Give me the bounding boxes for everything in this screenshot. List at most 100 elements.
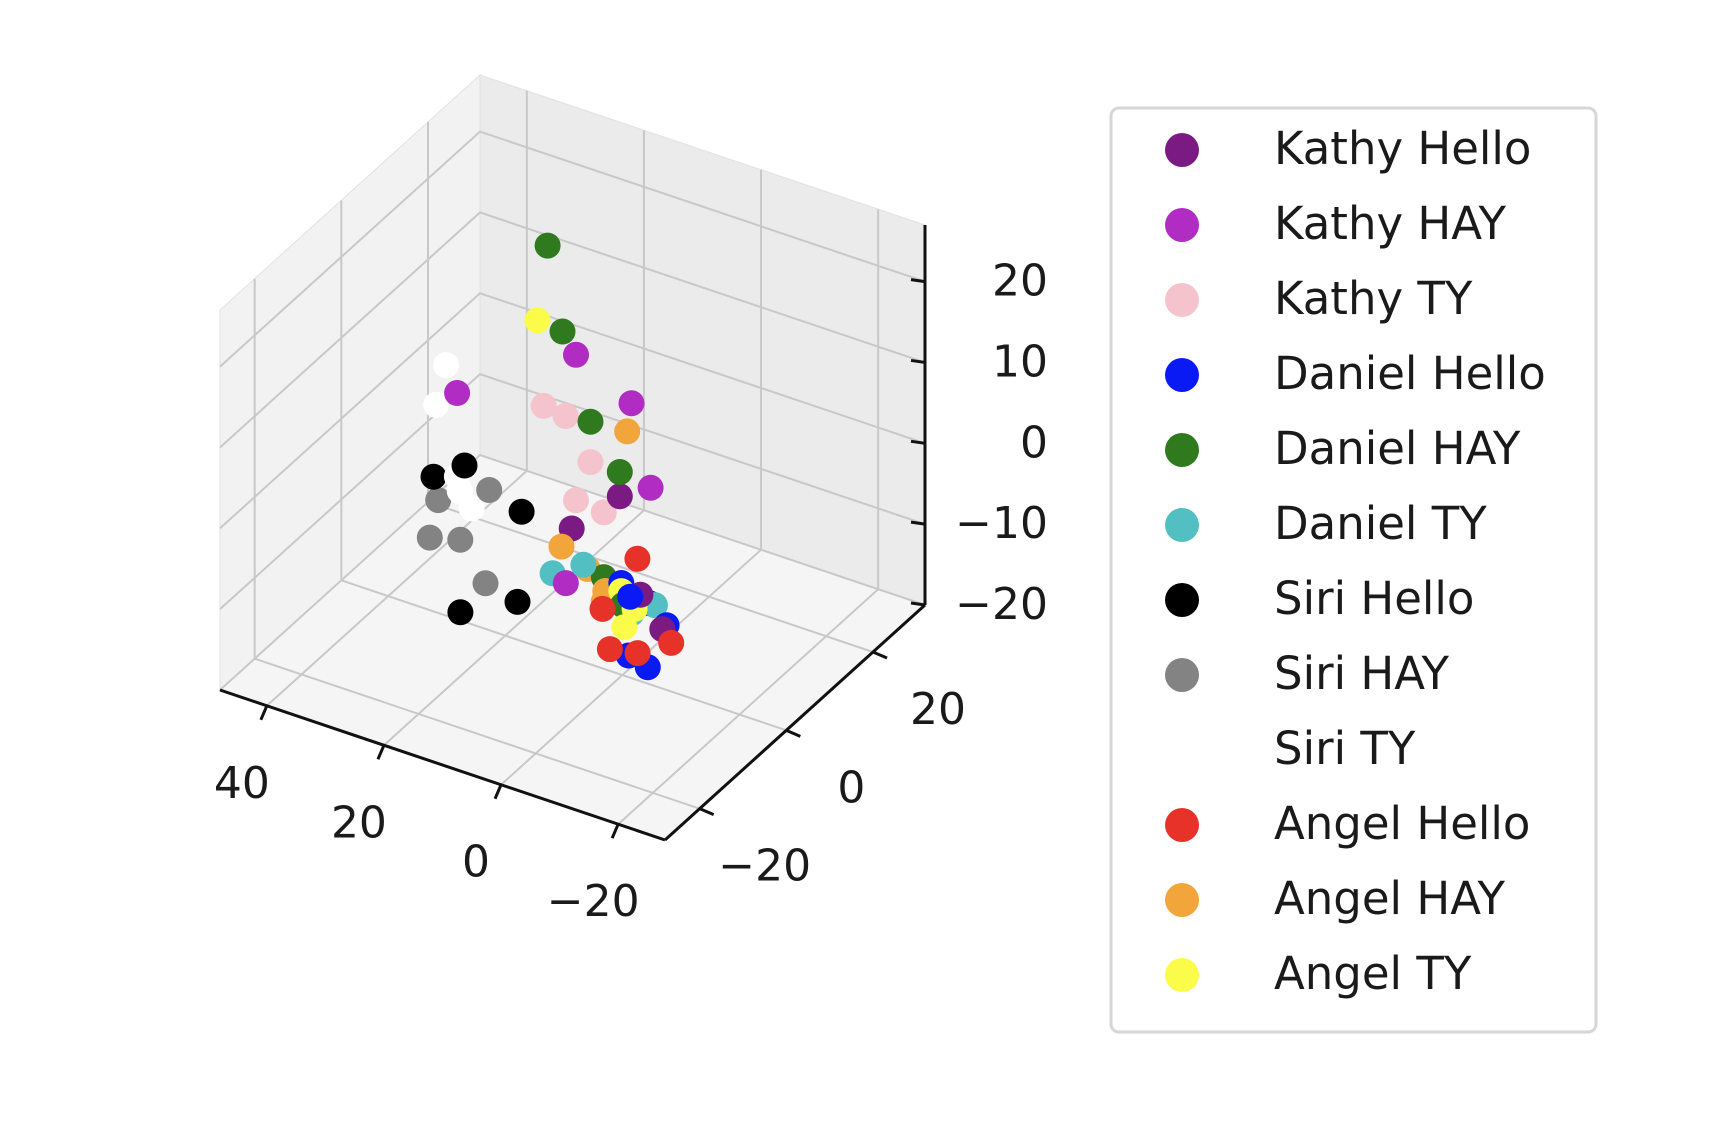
- gridline-z: [219, 130, 926, 368]
- z-tick-label: −20: [955, 579, 1048, 630]
- y-axis-line: [663, 603, 927, 842]
- z-tick-label: 10: [992, 336, 1048, 387]
- data-point: [596, 636, 623, 663]
- y-tick-label: −20: [718, 841, 811, 892]
- data-point: [444, 380, 471, 406]
- data-point: [563, 487, 589, 514]
- tick-labels: −20 0 20 40 −20 0 20 −20 −10 0 10 20: [214, 256, 1048, 928]
- data-point: [472, 570, 499, 597]
- y-tick: [872, 650, 888, 660]
- x-tick: [259, 705, 269, 721]
- legend-label: Angel Hello: [1274, 797, 1530, 850]
- x-tick: [610, 823, 620, 839]
- legend-marker: [1165, 958, 1199, 992]
- legend-label: Siri HAY: [1274, 647, 1450, 700]
- data-point: [508, 498, 535, 525]
- data-point: [624, 545, 651, 572]
- legend-marker: [1165, 733, 1199, 767]
- z-tick: [910, 439, 926, 445]
- data-point: [637, 474, 664, 501]
- tick-marks: [259, 278, 926, 839]
- legend-label: Siri TY: [1274, 722, 1416, 775]
- legend-marker: [1165, 208, 1199, 242]
- gridline-z: [219, 292, 926, 530]
- data-point: [548, 533, 575, 560]
- legend-label: Daniel TY: [1274, 497, 1487, 550]
- data-points: [416, 232, 685, 681]
- data-point: [570, 551, 597, 578]
- data-point: [534, 232, 561, 259]
- legend-marker: [1165, 808, 1199, 842]
- data-point: [416, 524, 443, 551]
- legend-marker: [1165, 658, 1199, 692]
- legend-marker: [1165, 358, 1199, 392]
- z-tick-label: −10: [955, 498, 1048, 549]
- data-point: [624, 640, 651, 667]
- data-point: [606, 483, 633, 510]
- data-point: [423, 391, 450, 418]
- data-point: [530, 392, 557, 419]
- y-tick-label: 20: [910, 684, 966, 735]
- data-point: [552, 403, 579, 429]
- x-tick: [376, 744, 386, 760]
- y-tick: [785, 728, 801, 738]
- x-axis-line: [219, 688, 666, 842]
- legend: Kathy Hello Kathy HAY Kathy TY Daniel Hello…: [1109, 106, 1598, 1034]
- data-point: [563, 341, 589, 368]
- data-point: [552, 570, 579, 597]
- legend-label: Kathy Hello: [1274, 122, 1531, 175]
- y-tick: [699, 807, 715, 817]
- legend-label: Daniel HAY: [1274, 422, 1521, 475]
- legend-label: Siri Hello: [1274, 572, 1474, 625]
- legend-marker: [1165, 583, 1199, 617]
- legend-marker: [1165, 433, 1199, 467]
- data-point: [420, 463, 447, 490]
- y-tick-label: 0: [837, 762, 865, 813]
- z-tick-label: 20: [992, 256, 1048, 307]
- gridline-z: [219, 211, 926, 449]
- data-point: [617, 583, 644, 610]
- data-point: [658, 629, 685, 656]
- x-tick-label: 20: [331, 797, 387, 848]
- x-tick-label: −20: [547, 876, 640, 927]
- data-point: [549, 318, 576, 345]
- data-point: [504, 588, 531, 615]
- legend-marker: [1165, 883, 1199, 917]
- data-point: [447, 599, 474, 626]
- z-tick: [910, 358, 926, 364]
- data-point: [611, 614, 638, 641]
- gridline-z: [219, 373, 926, 610]
- legend-label: Daniel Hello: [1274, 347, 1546, 400]
- legend-marker: [1165, 508, 1199, 542]
- z-tick: [910, 520, 926, 526]
- legend-marker: [1165, 133, 1199, 167]
- gridline-z: [219, 453, 926, 691]
- legend-label: Angel HAY: [1274, 872, 1505, 925]
- z-tick-label: 0: [1020, 417, 1048, 468]
- data-point: [590, 499, 617, 526]
- x-tick-label: 40: [214, 758, 270, 809]
- data-point: [614, 418, 641, 445]
- data-point: [458, 495, 485, 522]
- legend-label: Kathy TY: [1274, 272, 1473, 325]
- data-point: [451, 452, 478, 479]
- data-point: [589, 595, 616, 622]
- data-point: [577, 408, 604, 435]
- data-point: [447, 526, 474, 553]
- x-tick: [493, 784, 503, 800]
- data-point: [577, 449, 604, 476]
- z-tick: [910, 278, 926, 284]
- data-point: [618, 390, 645, 417]
- x-tick-label: 0: [462, 837, 490, 888]
- z-tick: [910, 601, 926, 607]
- data-point: [433, 352, 459, 379]
- data-point: [606, 459, 633, 485]
- data-point: [425, 487, 452, 514]
- legend-marker: [1165, 283, 1199, 317]
- legend-frame: [1109, 106, 1598, 1034]
- data-point: [524, 307, 551, 334]
- legend-label: Kathy HAY: [1274, 197, 1507, 250]
- axis-lines: [219, 225, 927, 842]
